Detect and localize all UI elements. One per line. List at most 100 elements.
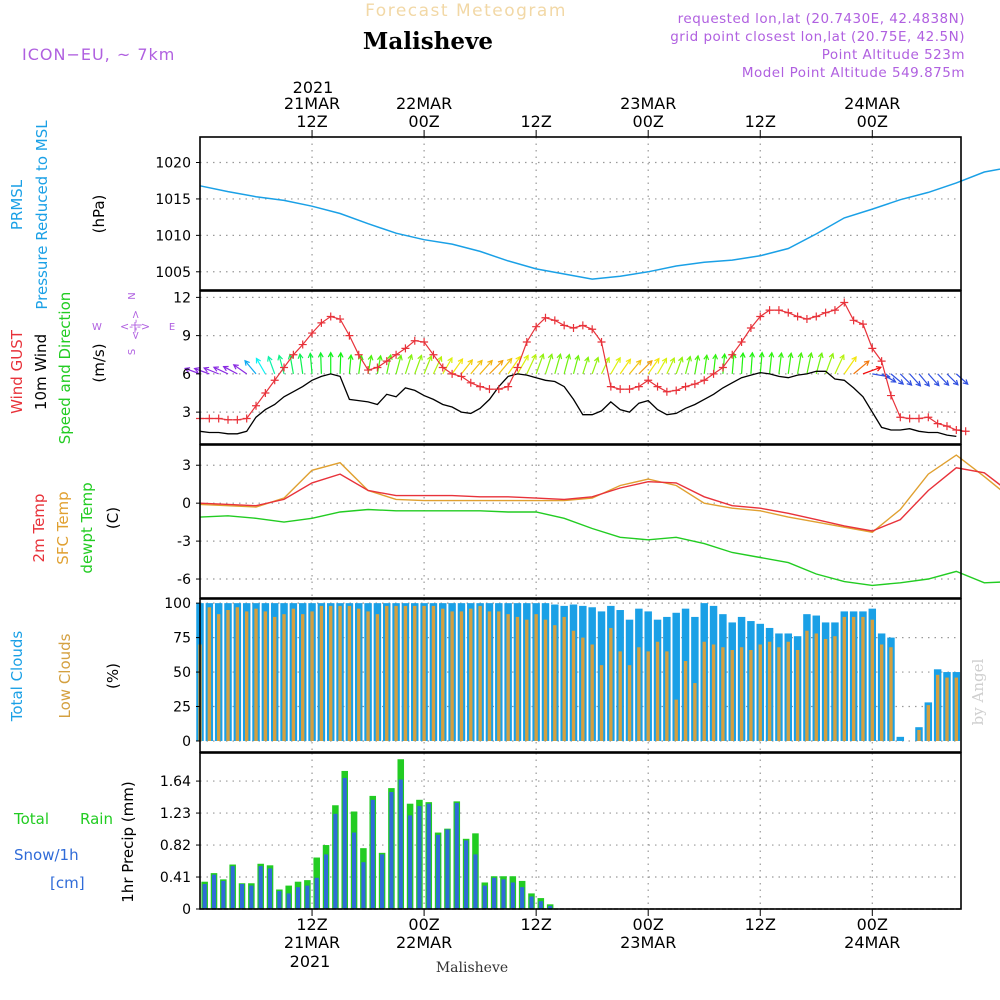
- snow-precip-bar: [211, 874, 217, 909]
- wind-arrow: [666, 357, 676, 375]
- wind-arrow-shaft: [223, 366, 238, 375]
- wind-arrow-shaft: [395, 355, 402, 375]
- low-clouds-bar: [833, 636, 837, 741]
- wind-arrow: [937, 373, 950, 387]
- wind-gust-point: [625, 385, 634, 394]
- wind-arrow: [432, 355, 443, 375]
- snow-precip-bar: [314, 877, 319, 909]
- snow-precip-bar: [464, 840, 469, 909]
- clouds-y-tick-label: 75: [173, 631, 191, 647]
- low-clouds-bar: [431, 605, 436, 741]
- wind-gust-point: [877, 357, 886, 366]
- wind-arrow: [297, 352, 304, 374]
- wind-arrow-shaft: [339, 352, 342, 374]
- snow-precip-bar: [239, 884, 245, 909]
- wind-arrow: [778, 351, 784, 374]
- wind-gust-point: [354, 350, 363, 359]
- wind-gust-point: [933, 419, 942, 428]
- low-clouds-bar: [945, 677, 949, 741]
- snow-precip-bar: [286, 893, 291, 909]
- wind-y-tick-label: 9: [182, 329, 191, 345]
- wind-gust-point: [756, 312, 765, 321]
- wind-gust-point: [784, 308, 793, 317]
- low-clouds-bar: [814, 633, 818, 741]
- wind-arrow-shaft: [815, 353, 823, 375]
- temperature-grid: [200, 445, 961, 598]
- wind-gust-point: [746, 323, 755, 332]
- low-clouds-bar: [347, 605, 352, 741]
- wind-gust-point: [541, 313, 550, 322]
- wind-arrow-shaft: [582, 357, 589, 375]
- snow-precip-bar: [510, 882, 515, 909]
- wind-gust-point: [709, 369, 718, 378]
- precip-axis-label: 1hr Precip (mm): [119, 781, 137, 902]
- wind-arrow-head: [506, 357, 513, 364]
- wind-gust-point: [364, 366, 373, 375]
- grid-point-coords: grid point closest lon,lat (20.75E, 42.5…: [670, 29, 965, 45]
- wind-arrow: [638, 359, 653, 375]
- requested-coords: requested lon,lat (20.7430E, 42.4838N): [678, 11, 965, 27]
- wind-arrow: [563, 353, 572, 375]
- wind-arrow: [479, 359, 493, 375]
- wind-arrow-head: [427, 354, 433, 362]
- wind-arrow: [927, 373, 940, 387]
- temperature-panel-frame: [199, 444, 962, 599]
- wind-gust-point: [886, 391, 895, 400]
- wind-arrow-shaft: [572, 355, 579, 375]
- snow-precip-bar: [436, 834, 441, 909]
- wind-gust-point: [438, 363, 447, 372]
- wind-gust-point: [737, 338, 746, 346]
- wind-arrow-head: [915, 380, 922, 387]
- wind-arrow: [244, 359, 257, 375]
- snow-precip-bar: [267, 868, 273, 909]
- snow-precip-bar: [380, 854, 385, 909]
- clouds-y-tick-label: 50: [173, 665, 191, 681]
- snow-precip-bar: [277, 891, 282, 909]
- top-time-label: 12Z: [745, 112, 776, 131]
- wind-arrow-shaft: [563, 354, 570, 375]
- low-clouds-bar: [879, 644, 884, 741]
- wind-arrow-head: [604, 356, 610, 363]
- snow-precip-bar: [473, 854, 478, 909]
- low-clouds-bar: [730, 650, 734, 741]
- wind-arrow-shaft: [544, 354, 553, 375]
- cloud-bars: [196, 603, 961, 741]
- wind-gust-point: [401, 344, 410, 353]
- low-clouds-bar: [338, 605, 342, 741]
- snow-precip-bar: [295, 887, 301, 909]
- wind-arrow-shaft: [320, 352, 322, 374]
- wind-arrow: [657, 357, 668, 375]
- wind-arrow: [815, 351, 824, 375]
- wind-gust-point: [513, 363, 522, 372]
- low-clouds-bar: [870, 619, 874, 741]
- snow-precip-bar: [538, 901, 543, 909]
- wind-gust-point: [812, 312, 821, 321]
- wind-arrow-shaft: [768, 352, 773, 374]
- wind-gust-point: [466, 378, 475, 387]
- wind-gust-point: [606, 382, 615, 391]
- wind-dir-label: Speed and Direction: [56, 292, 74, 445]
- low-clouds-bar: [319, 605, 324, 741]
- low-clouds-bar: [310, 611, 314, 741]
- wind-gust-point: [560, 321, 569, 330]
- wind-arrow-shaft: [638, 360, 653, 375]
- snow-precip-bar: [417, 806, 422, 909]
- model-label: ICON−EU, ~ 7km: [22, 45, 175, 64]
- wind-y-tick-label: 6: [182, 367, 191, 383]
- snow-precip-bar: [529, 896, 534, 909]
- wind-arrow-shaft: [414, 355, 423, 375]
- low-clouds-bar: [786, 641, 790, 741]
- total-clouds-bar: [896, 736, 905, 741]
- wind-arrow-shaft: [881, 373, 896, 383]
- wind-arrow-shaft: [184, 367, 201, 375]
- wind-gust-point: [616, 385, 625, 394]
- bottom-year-label: 2021: [290, 952, 331, 971]
- wind-gust-point: [793, 312, 802, 321]
- low-clouds-bar: [954, 677, 959, 741]
- wind-arrow-head: [202, 366, 210, 373]
- low-clouds-bar: [216, 614, 221, 741]
- wind-arrow-shaft: [489, 360, 504, 375]
- snow-precip-bar: [454, 802, 459, 909]
- wind-gust-point: [289, 350, 298, 359]
- wind-arrow: [758, 351, 765, 374]
